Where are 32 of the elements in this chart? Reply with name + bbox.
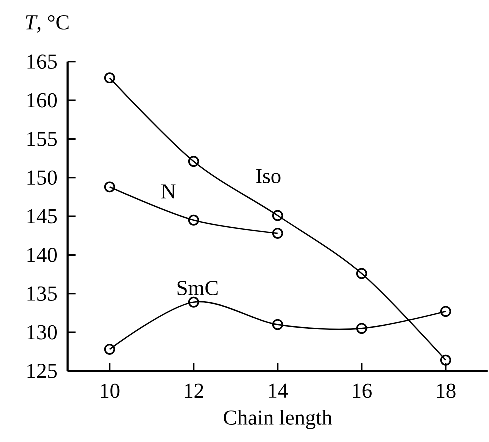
point bbox=[272, 228, 284, 239]
y-tick-label: 125 bbox=[28, 364, 57, 378]
point bbox=[356, 268, 368, 280]
series-label: SmC bbox=[178, 281, 218, 296]
y-tick-label: 135 bbox=[28, 286, 57, 301]
x-tick-label: 18 bbox=[437, 384, 456, 398]
x-tick-label: 10 bbox=[101, 384, 120, 398]
y-tick-label: 150 bbox=[28, 170, 58, 186]
y-tick-label: 140 bbox=[28, 248, 58, 262]
point bbox=[104, 344, 116, 355]
x-tick-label: 14 bbox=[269, 384, 288, 398]
y-tick-label: 145 bbox=[28, 209, 57, 224]
point bbox=[272, 319, 284, 330]
y-tick-label: 160 bbox=[28, 93, 58, 108]
point bbox=[104, 182, 116, 193]
y-tick-label: 165 bbox=[28, 54, 57, 70]
point bbox=[188, 156, 200, 168]
point bbox=[188, 214, 200, 226]
point bbox=[272, 210, 284, 222]
point bbox=[440, 354, 452, 366]
x-tick-label: 16 bbox=[353, 384, 372, 398]
point bbox=[188, 296, 200, 308]
series-label: N bbox=[162, 184, 176, 199]
y-axis-title: T, °C bbox=[26, 15, 69, 33]
y-tick-label: 130 bbox=[28, 325, 58, 340]
series-label: Iso bbox=[256, 169, 281, 184]
y-tick-label: 155 bbox=[28, 132, 57, 146]
point bbox=[440, 306, 452, 318]
point bbox=[356, 323, 368, 334]
x-tick-label: 12 bbox=[185, 384, 204, 398]
x-axis-title: Chain length bbox=[224, 410, 332, 430]
point bbox=[104, 72, 116, 84]
